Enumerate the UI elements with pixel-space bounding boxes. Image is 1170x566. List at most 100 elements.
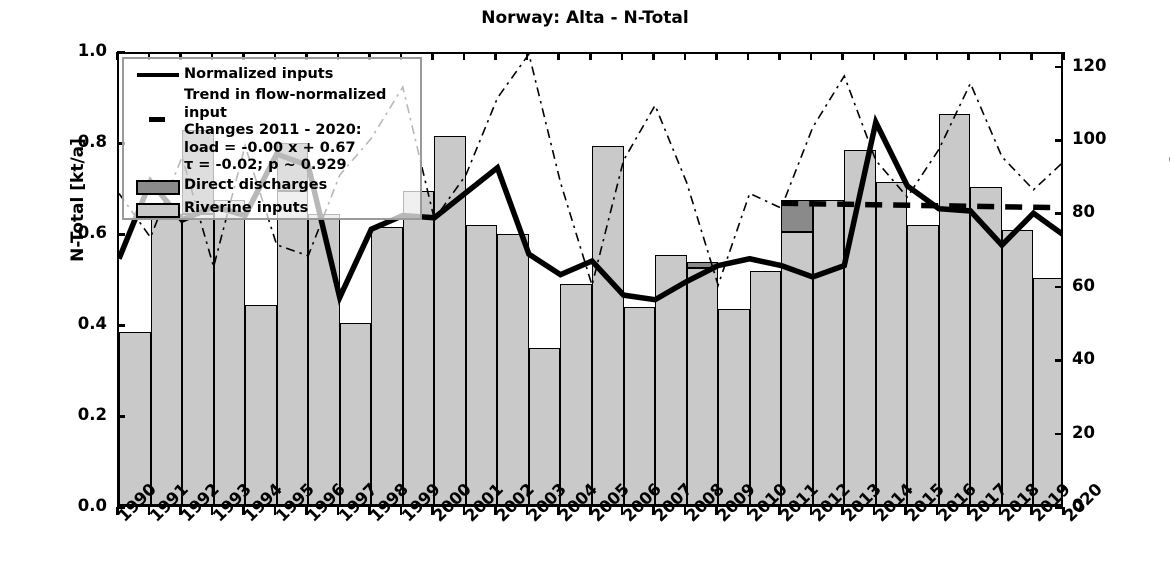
x-axis-tick-mark	[935, 507, 939, 515]
bar-segment-riverine	[812, 200, 845, 505]
y-axis-left-tick-mark	[117, 51, 125, 54]
y-axis-right-tick-label: 120	[1072, 55, 1107, 75]
y-axis-right-tick-mark	[1055, 139, 1063, 142]
light-square-icon	[136, 202, 180, 218]
legend-key-direct-swatch	[132, 176, 184, 196]
x-axis-top-tick-mark	[1030, 52, 1033, 60]
x-axis-tick-mark	[683, 507, 687, 515]
y-axis-left-tick-label: 0.8	[77, 132, 107, 151]
x-axis-tick-mark	[305, 507, 308, 515]
flow-rate-line	[119, 54, 1061, 289]
legend-trend-line-4: τ = -0.02; p ~ 0.929	[184, 157, 347, 173]
x-axis-top-tick-mark	[841, 52, 844, 60]
x-axis-top-tick-mark	[557, 52, 560, 60]
y-axis-left-tick-label: 0.6	[77, 223, 107, 242]
x-axis-tick-mark	[589, 507, 592, 515]
y-axis-right-tick-label: 40	[1072, 349, 1095, 369]
x-axis-top-tick-mark	[683, 52, 687, 60]
x-axis-tick-mark	[967, 507, 970, 515]
y-axis-left-tick-label: 0.4	[77, 314, 107, 333]
x-axis-top-tick-mark	[242, 52, 245, 60]
bar-segment-riverine	[844, 150, 876, 505]
bar-segment-riverine	[245, 304, 277, 505]
x-axis-tick-mark	[652, 507, 655, 515]
plot-area	[117, 52, 1063, 507]
x-axis-tick-mark	[525, 507, 529, 515]
x-axis-top-tick-mark	[179, 52, 182, 60]
x-axis-tick-mark	[336, 507, 340, 515]
x-axis-tick-mark	[399, 507, 403, 515]
x-axis-top-tick-mark	[494, 52, 497, 60]
legend-trend-line-2: Changes 2011 - 2020:	[184, 122, 362, 138]
bar-segment-riverine	[623, 307, 656, 505]
legend-item-trend: Trend in flow-normalized input Changes 2…	[132, 87, 412, 175]
x-axis-top-tick-mark	[967, 52, 970, 60]
legend-label-direct-discharges: Direct discharges	[184, 176, 328, 193]
y-axis-right-tick-mark	[1055, 359, 1063, 362]
bar-segment-riverine	[907, 225, 939, 505]
x-axis-tick-mark	[210, 507, 214, 515]
bar-segment-riverine	[497, 234, 529, 505]
x-axis-tick-mark	[841, 507, 844, 515]
bar-segment-riverine	[182, 213, 214, 505]
x-axis-top-tick-mark	[431, 52, 434, 60]
y-axis-left-tick-mark	[117, 506, 125, 509]
y-axis-right-tick-label: 20	[1072, 422, 1095, 442]
x-axis-tick-mark	[1062, 507, 1065, 515]
x-axis-tick-mark	[557, 507, 560, 515]
y-axis-left-tick-mark	[117, 142, 125, 145]
legend-key-solid-line	[132, 65, 184, 85]
y-axis-right-tick-mark	[1055, 212, 1063, 215]
x-axis-tick-mark	[147, 507, 151, 515]
x-axis-top-tick-mark	[778, 52, 781, 60]
legend-label-normalized-inputs: Normalized inputs	[184, 66, 334, 82]
legend-item-normalized-inputs: Normalized inputs	[132, 65, 412, 85]
bar-segment-riverine	[371, 227, 403, 505]
bar-segment-riverine	[150, 218, 183, 505]
x-axis-top-tick-mark	[210, 52, 214, 60]
page-title: Norway: Alta - N-Total	[481, 8, 689, 28]
bar-segment-riverine	[875, 181, 908, 505]
legend-key-dashed-line	[132, 87, 184, 157]
x-axis-top-tick-mark	[462, 52, 466, 60]
y-axis-left-tick-mark	[117, 415, 125, 418]
x-axis-tick-mark	[462, 507, 466, 515]
bar-segment-riverine	[718, 309, 750, 505]
x-axis-tick-mark	[620, 507, 624, 515]
y-axis-right-tick-label: 80	[1072, 202, 1095, 222]
y-axis-right-tick-label: 0	[1072, 496, 1084, 515]
solid-line-icon	[137, 73, 179, 77]
x-axis-top-tick-mark	[116, 52, 119, 60]
legend-label-trend: Trend in flow-normalized input Changes 2…	[184, 87, 412, 175]
bar-segment-riverine	[938, 113, 971, 505]
bar-segment-riverine	[970, 186, 1002, 505]
legend-label-riverine-inputs: Riverine inputs	[184, 199, 309, 216]
legend: Normalized inputs Trend in flow-normaliz…	[122, 57, 422, 220]
x-axis-tick-mark	[368, 507, 371, 515]
x-axis-tick-mark	[431, 507, 434, 515]
bar-segment-riverine	[1001, 229, 1034, 505]
x-axis-top-tick-mark	[746, 52, 750, 60]
x-axis-tick-mark	[1030, 507, 1033, 515]
y-axis-right-tick-mark	[1055, 432, 1063, 436]
x-axis-tick-mark	[273, 507, 277, 515]
x-axis-top-tick-mark	[368, 52, 371, 60]
bar-segment-riverine	[686, 268, 719, 505]
x-axis-top-tick-mark	[525, 52, 529, 60]
legend-item-direct-discharges: Direct discharges	[132, 176, 412, 196]
x-axis-tick-mark	[904, 507, 907, 515]
y-axis-left-tick-label: 0.0	[77, 496, 107, 515]
x-axis-top-tick-mark	[998, 52, 1002, 60]
x-axis-tick-mark	[872, 507, 876, 515]
x-axis-top-tick-mark	[589, 52, 592, 60]
x-axis-tick-mark	[179, 507, 182, 515]
x-axis-top-tick-mark	[872, 52, 876, 60]
y-axis-right-tick-mark	[1055, 285, 1063, 289]
x-axis-tick-mark	[778, 507, 781, 515]
x-axis-top-tick-mark	[399, 52, 403, 60]
y-axis-right-tick-label: 60	[1072, 275, 1095, 295]
legend-trend-line-1: Trend in flow-normalized input	[184, 87, 387, 121]
x-axis-top-tick-mark	[305, 52, 308, 60]
y-axis-right-tick-mark	[1055, 506, 1063, 509]
